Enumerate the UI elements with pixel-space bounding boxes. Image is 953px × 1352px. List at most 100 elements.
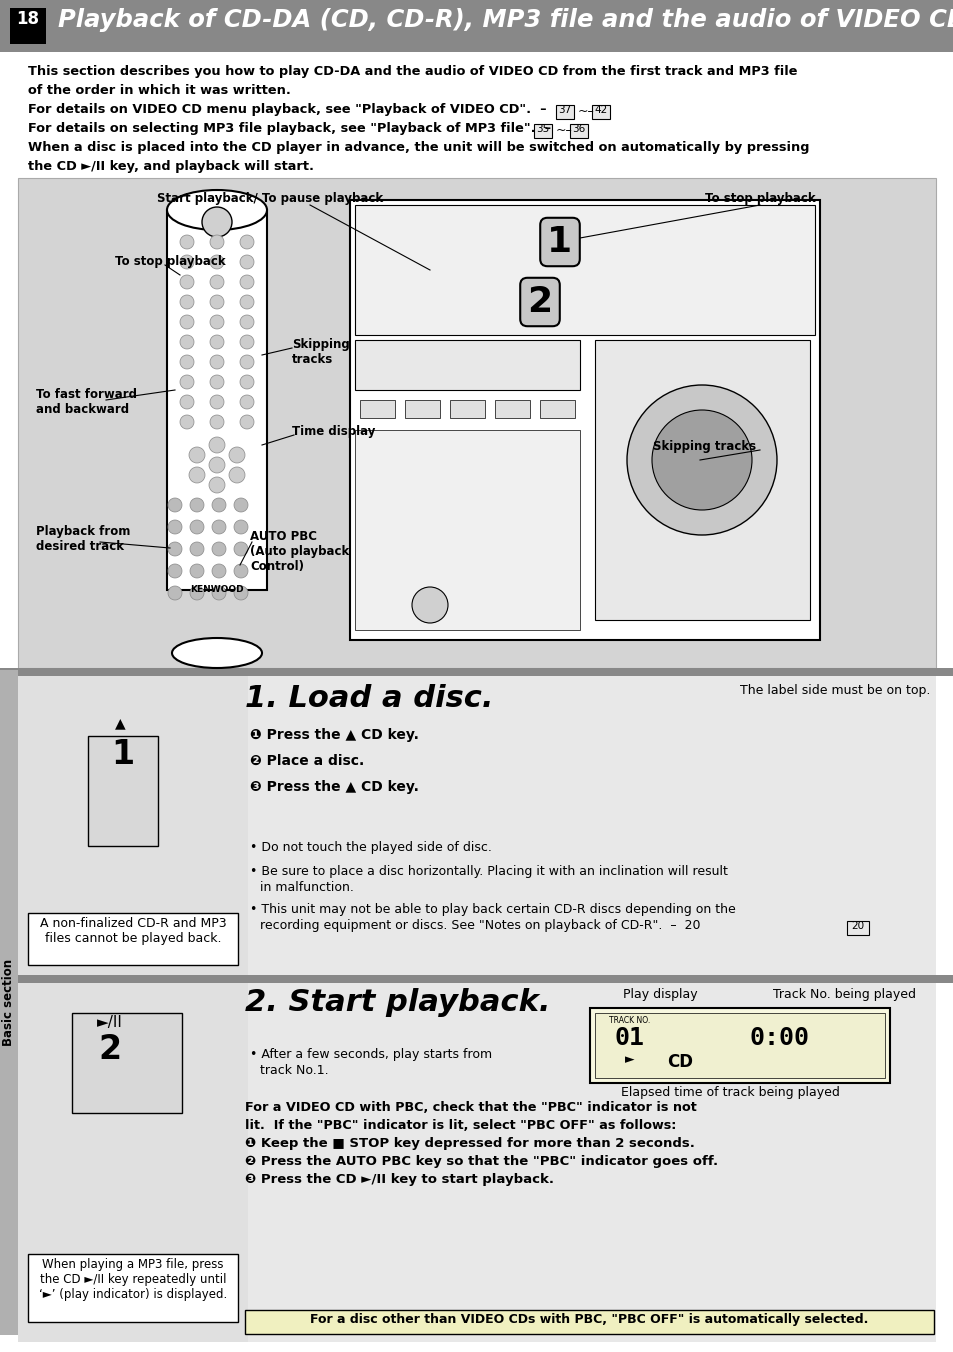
Circle shape xyxy=(233,542,248,556)
Bar xyxy=(71,1013,182,1113)
Bar xyxy=(595,1013,884,1078)
Text: • Be sure to place a disc horizontally. Placing it with an inclination will resu: • Be sure to place a disc horizontally. … xyxy=(250,865,727,877)
Text: Playback from
desired track: Playback from desired track xyxy=(36,525,131,553)
Text: ❸ Press the ▲ CD key.: ❸ Press the ▲ CD key. xyxy=(250,780,418,794)
Bar xyxy=(450,400,484,418)
Circle shape xyxy=(212,542,226,556)
Text: This section describes you how to play CD-DA and the audio of VIDEO CD from the : This section describes you how to play C… xyxy=(28,65,797,78)
Bar xyxy=(595,339,809,621)
Circle shape xyxy=(210,295,224,310)
Bar xyxy=(846,921,868,936)
Circle shape xyxy=(240,335,253,349)
Circle shape xyxy=(180,415,193,429)
Circle shape xyxy=(209,477,225,493)
Text: ►/II: ►/II xyxy=(97,1015,123,1030)
Text: 2. Start playback.: 2. Start playback. xyxy=(245,988,550,1017)
Text: 20: 20 xyxy=(850,921,863,932)
Circle shape xyxy=(212,564,226,579)
Text: When playing a MP3 file, press
the CD ►/II key repeatedly until
‘►’ (play indica: When playing a MP3 file, press the CD ►/… xyxy=(39,1257,227,1301)
Text: 18: 18 xyxy=(16,9,39,28)
Circle shape xyxy=(168,521,182,534)
Text: Time display: Time display xyxy=(292,425,375,438)
Text: Elapsed time of track being played: Elapsed time of track being played xyxy=(620,1086,840,1099)
Circle shape xyxy=(210,395,224,410)
Circle shape xyxy=(626,385,776,535)
Text: 1: 1 xyxy=(112,738,134,771)
Circle shape xyxy=(229,466,245,483)
Bar xyxy=(88,735,158,846)
Circle shape xyxy=(212,498,226,512)
Circle shape xyxy=(210,315,224,329)
Circle shape xyxy=(180,315,193,329)
Bar xyxy=(18,983,248,1343)
Circle shape xyxy=(210,335,224,349)
Circle shape xyxy=(210,356,224,369)
Circle shape xyxy=(229,448,245,462)
Text: To fast forward
and backward: To fast forward and backward xyxy=(36,388,137,416)
Text: in malfunction.: in malfunction. xyxy=(260,882,354,894)
Text: When a disc is placed into the CD player in advance, the unit will be switched o: When a disc is placed into the CD player… xyxy=(28,141,809,154)
Text: 01: 01 xyxy=(615,1026,644,1051)
Text: 1. Load a disc.: 1. Load a disc. xyxy=(245,684,493,713)
Circle shape xyxy=(240,375,253,389)
Bar xyxy=(0,671,18,1334)
Bar xyxy=(18,983,935,1343)
Circle shape xyxy=(233,521,248,534)
Circle shape xyxy=(189,466,205,483)
Circle shape xyxy=(240,415,253,429)
Text: 37: 37 xyxy=(558,105,571,115)
Bar xyxy=(28,1255,237,1322)
Bar xyxy=(0,975,953,983)
Circle shape xyxy=(190,585,204,600)
Bar xyxy=(539,400,575,418)
Text: Track No. being played: Track No. being played xyxy=(773,988,916,1000)
Text: ❸ Press the CD ►/II key to start playback.: ❸ Press the CD ►/II key to start playbac… xyxy=(245,1174,554,1186)
Bar xyxy=(495,400,530,418)
Circle shape xyxy=(180,395,193,410)
Text: CD: CD xyxy=(666,1053,692,1071)
Text: the CD ►/II key, and playback will start.: the CD ►/II key, and playback will start… xyxy=(28,160,314,173)
Bar xyxy=(359,400,395,418)
Circle shape xyxy=(180,356,193,369)
Bar xyxy=(355,206,814,335)
Circle shape xyxy=(180,274,193,289)
Circle shape xyxy=(240,295,253,310)
Text: To stop playback: To stop playback xyxy=(115,256,226,268)
Text: Play display: Play display xyxy=(622,988,697,1000)
Circle shape xyxy=(210,375,224,389)
Circle shape xyxy=(212,521,226,534)
Text: Skipping tracks: Skipping tracks xyxy=(652,439,755,453)
Bar xyxy=(350,200,820,639)
Circle shape xyxy=(240,356,253,369)
Text: recording equipment or discs. See "Notes on playback of CD-R".  –  20: recording equipment or discs. See "Notes… xyxy=(260,919,700,932)
Circle shape xyxy=(651,410,751,510)
Bar xyxy=(10,8,46,45)
Circle shape xyxy=(210,274,224,289)
Text: ▲: ▲ xyxy=(114,717,125,730)
Text: lit.  If the "PBC" indicator is lit, select "PBC OFF" as follows:: lit. If the "PBC" indicator is lit, sele… xyxy=(245,1119,676,1132)
Text: Playback of CD-DA (CD, CD-R), MP3 file and the audio of VIDEO CD: Playback of CD-DA (CD, CD-R), MP3 file a… xyxy=(58,8,953,32)
Circle shape xyxy=(168,585,182,600)
Circle shape xyxy=(190,521,204,534)
Text: ❶ Press the ▲ CD key.: ❶ Press the ▲ CD key. xyxy=(250,727,418,742)
Circle shape xyxy=(168,498,182,512)
Circle shape xyxy=(180,335,193,349)
Bar xyxy=(0,0,953,51)
Bar xyxy=(18,676,935,975)
Circle shape xyxy=(180,256,193,269)
Circle shape xyxy=(190,498,204,512)
Circle shape xyxy=(180,295,193,310)
Text: • After a few seconds, play starts from: • After a few seconds, play starts from xyxy=(250,1048,492,1061)
Text: KENWOOD: KENWOOD xyxy=(190,585,244,594)
Text: A non-finalized CD-R and MP3
files cannot be played back.: A non-finalized CD-R and MP3 files canno… xyxy=(40,917,226,945)
Circle shape xyxy=(209,437,225,453)
Text: For details on selecting MP3 file playback, see "Playback of MP3 file".  –: For details on selecting MP3 file playba… xyxy=(28,122,555,135)
Text: of the order in which it was written.: of the order in which it was written. xyxy=(28,84,291,97)
Bar xyxy=(355,430,579,630)
Circle shape xyxy=(202,207,232,237)
Circle shape xyxy=(233,585,248,600)
Text: 35: 35 xyxy=(536,124,549,134)
Bar xyxy=(589,1009,889,1083)
Text: Skipping
tracks: Skipping tracks xyxy=(292,338,350,366)
Circle shape xyxy=(180,235,193,249)
